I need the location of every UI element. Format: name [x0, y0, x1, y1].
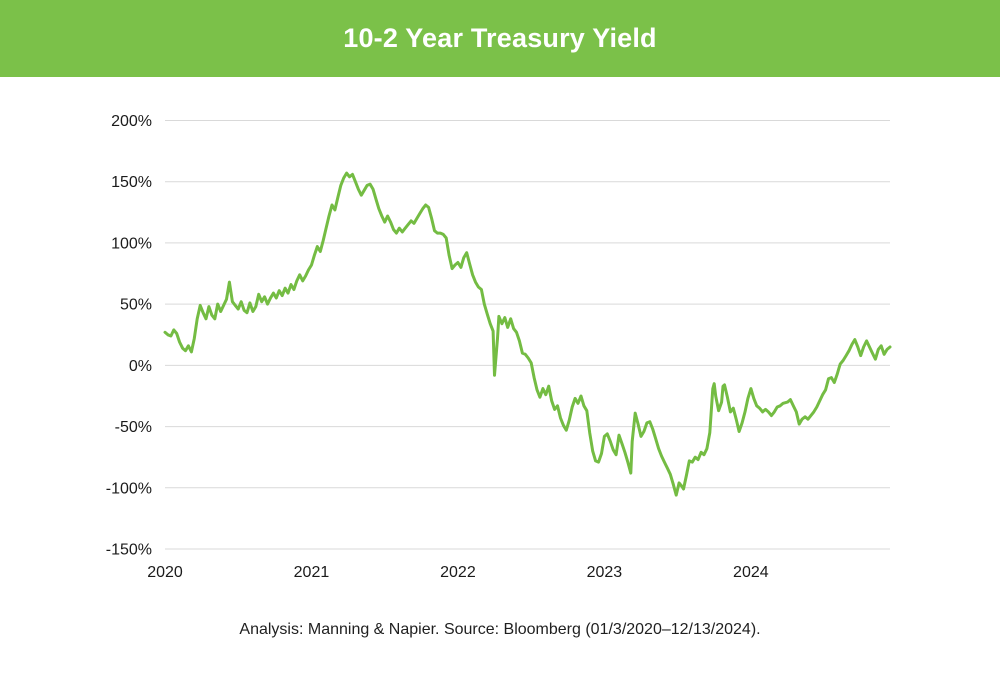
y-axis-tick-100%: 100%: [111, 235, 152, 252]
x-axis-tick-2022: 2022: [440, 564, 476, 581]
yield-spread-line: [163, 171, 892, 497]
chart-title: 10-2 Year Treasury Yield: [343, 23, 657, 53]
source-caption: Analysis: Manning & Napier. Source: Bloo…: [239, 621, 761, 638]
y-axis-tick--100%: -100%: [106, 480, 152, 497]
y-axis-tick-200%: 200%: [111, 113, 152, 130]
y-axis-tick-150%: 150%: [111, 174, 152, 191]
title-banner: 10-2 Year Treasury Yield: [0, 0, 1000, 77]
x-axis-tick-2023: 2023: [587, 564, 623, 581]
y-axis-tick-50%: 50%: [120, 297, 152, 314]
x-axis-tick-2024: 2024: [733, 564, 769, 581]
x-axis-tick-2021: 2021: [294, 564, 330, 581]
y-axis-tick--150%: -150%: [106, 542, 152, 559]
y-axis-tick-0%: 0%: [129, 358, 152, 375]
y-axis-tick--50%: -50%: [115, 419, 152, 436]
x-axis-tick-2020: 2020: [147, 564, 183, 581]
